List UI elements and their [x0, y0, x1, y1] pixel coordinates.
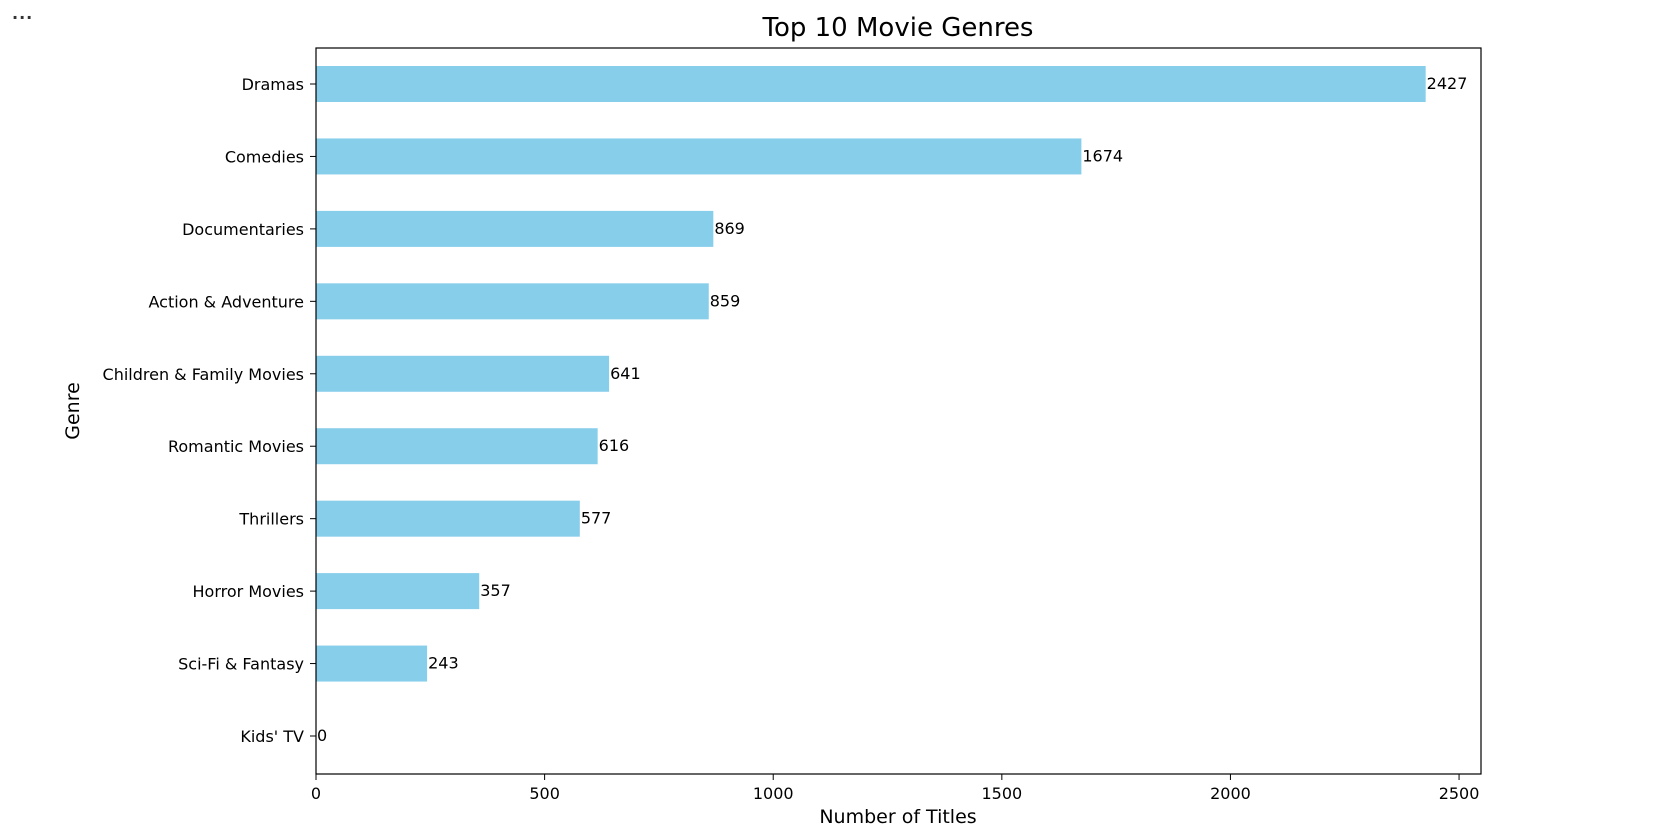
- x-tick-label-500: 500: [529, 784, 560, 803]
- bar-children-family-movies: [316, 355, 610, 392]
- x-axis-label: Number of Titles: [819, 806, 976, 828]
- y-tick-label-sci-fi-fantasy: Sci-Fi & Fantasy: [178, 655, 304, 674]
- bar-action-adventure: [316, 283, 709, 320]
- plot-frame: [315, 47, 1482, 775]
- x-tick-label-0: 0: [311, 784, 321, 803]
- data-label-thrillers: 577: [581, 509, 612, 528]
- data-label-children-family-movies: 641: [610, 364, 641, 383]
- bar-thrillers: [316, 500, 580, 537]
- data-label-comedies: 1674: [1082, 146, 1123, 165]
- bar-sci-fi-fantasy: [316, 645, 428, 682]
- y-tick-label-children-family-movies: Children & Family Movies: [103, 365, 304, 384]
- y-tick-label-romantic-movies: Romantic Movies: [168, 437, 304, 456]
- y-tick-label-dramas: Dramas: [242, 75, 304, 94]
- x-tick-label-2500: 2500: [1439, 784, 1480, 803]
- data-label-kids-tv: 0: [317, 726, 327, 745]
- cell-menu-ellipsis[interactable]: ...: [12, 4, 34, 23]
- y-tick-label-documentaries: Documentaries: [182, 220, 304, 239]
- x-tick-label-2000: 2000: [1210, 784, 1251, 803]
- x-tick-label-1000: 1000: [753, 784, 794, 803]
- x-tick-label-1500: 1500: [981, 784, 1022, 803]
- bar-dramas: [316, 66, 1426, 102]
- data-label-action-adventure: 859: [710, 291, 741, 310]
- x-ticks: 0 500 1000 1500 2000 2500: [311, 774, 1480, 803]
- y-tick-label-horror-movies: Horror Movies: [193, 582, 304, 601]
- bar-romantic-movies: [316, 428, 598, 465]
- bar-comedies: [316, 138, 1082, 175]
- chart-title: Top 10 Movie Genres: [762, 13, 1034, 43]
- y-axis-label: Genre: [62, 382, 84, 440]
- bar-horror-movies: [316, 573, 480, 610]
- y-tick-label-action-adventure: Action & Adventure: [148, 292, 304, 311]
- y-tick-label-thrillers: Thrillers: [238, 510, 304, 529]
- bar-documentaries: [316, 210, 714, 247]
- y-tick-label-comedies: Comedies: [225, 147, 304, 166]
- y-tick-labels: Dramas Comedies Documentaries Action & Adve…: [103, 75, 316, 746]
- y-tick-label-kids-tv: Kids' TV: [240, 727, 304, 746]
- data-label-sci-fi-fantasy: 243: [428, 654, 459, 673]
- data-label-documentaries: 869: [714, 219, 745, 238]
- data-label-romantic-movies: 616: [599, 436, 630, 455]
- bars-group: [316, 66, 1426, 682]
- data-label-horror-movies: 357: [480, 581, 511, 600]
- data-labels: 2427 1674 869 859 641 616 577 357 243 0: [317, 74, 1467, 745]
- data-label-dramas: 2427: [1427, 74, 1468, 93]
